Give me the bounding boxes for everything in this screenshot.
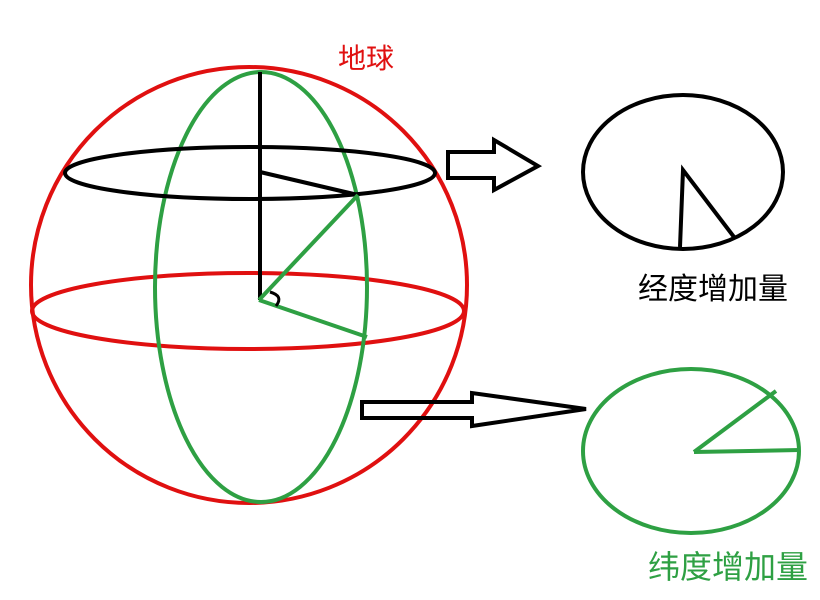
arrow-to-latitude: [362, 393, 586, 426]
longitude-detail: [583, 95, 783, 249]
arrow-to-longitude: [448, 140, 538, 190]
earth-label: 地球: [338, 42, 394, 75]
longitude-increment-label: 经度增加量: [638, 272, 788, 307]
latitude-radius-upper: [259, 195, 358, 300]
longitude-angle-wedge: [680, 170, 734, 247]
latitude-parallel: [65, 147, 435, 199]
latitude-radius-equator: [259, 300, 367, 337]
globe: [31, 67, 467, 503]
equator: [32, 273, 464, 349]
latitude-radius-horizontal: [694, 450, 800, 452]
parallel-radius-a: [260, 172, 358, 195]
latitude-increment-label: 纬度增加量: [648, 548, 808, 586]
latitude-radius-angled: [694, 391, 776, 452]
latitude-detail: [583, 369, 800, 533]
